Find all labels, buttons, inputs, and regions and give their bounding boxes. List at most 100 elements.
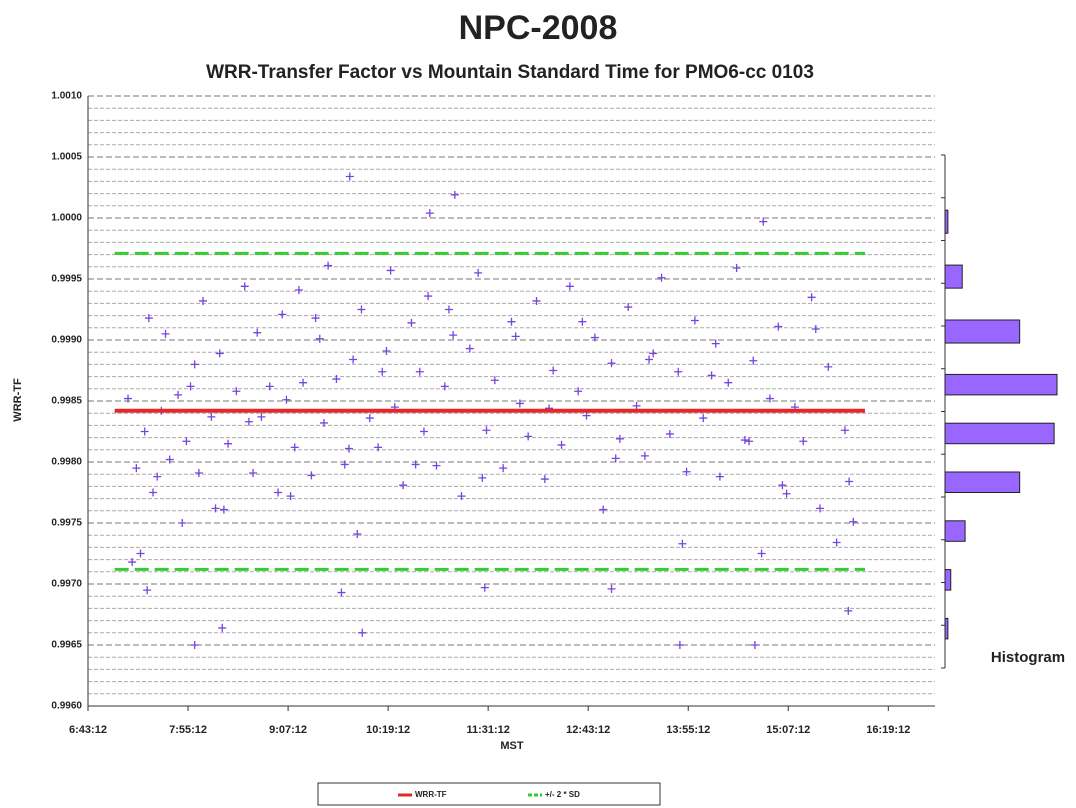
point <box>740 436 749 445</box>
point <box>311 314 320 323</box>
point <box>307 471 316 480</box>
y-tick-label: 1.0005 <box>51 152 82 163</box>
point <box>440 382 449 391</box>
point <box>678 539 687 548</box>
point <box>182 437 191 446</box>
point <box>578 317 587 326</box>
point <box>358 628 367 637</box>
point <box>557 440 566 449</box>
point <box>290 443 299 452</box>
point <box>194 468 203 477</box>
point <box>665 429 674 438</box>
point <box>599 505 608 514</box>
point <box>274 488 283 497</box>
histogram-bar <box>944 209 949 234</box>
point <box>540 475 549 484</box>
point <box>232 387 241 396</box>
point <box>845 477 854 486</box>
point <box>324 261 333 270</box>
x-tick-label: 12:43:12 <box>566 724 610 736</box>
point <box>215 349 224 358</box>
point <box>649 349 658 358</box>
y-axis-label: WRR-TF <box>12 378 24 422</box>
point <box>607 584 616 593</box>
point <box>161 329 170 338</box>
point <box>190 360 199 369</box>
point <box>337 588 346 597</box>
point <box>140 427 149 436</box>
point <box>224 439 233 448</box>
point <box>144 314 153 323</box>
point <box>265 382 274 391</box>
point <box>765 394 774 403</box>
point <box>824 362 833 371</box>
point <box>349 355 358 364</box>
point <box>299 378 308 387</box>
point <box>174 390 183 399</box>
point <box>357 305 366 314</box>
point <box>211 504 220 513</box>
point <box>386 266 395 275</box>
point <box>474 268 483 277</box>
point <box>294 285 303 294</box>
x-tick-label: 13:55:12 <box>666 724 710 736</box>
y-tick-label: 1.0010 <box>51 91 82 102</box>
point <box>750 641 759 649</box>
point <box>278 310 287 319</box>
point <box>253 328 262 337</box>
x-axis-label: MST <box>500 740 524 752</box>
point <box>344 444 353 453</box>
point <box>707 371 716 380</box>
point <box>218 623 227 632</box>
point <box>674 367 683 376</box>
point <box>399 481 408 490</box>
y-tick-label: 0.9980 <box>51 457 82 468</box>
point <box>419 427 428 436</box>
point <box>524 432 533 441</box>
point <box>425 209 434 218</box>
point <box>675 641 684 649</box>
x-tick-label: 9:07:12 <box>269 724 307 736</box>
chart-title: NPC-2008 <box>459 9 618 47</box>
histogram-bar <box>944 520 966 542</box>
point <box>332 375 341 384</box>
point <box>153 472 162 481</box>
point <box>136 549 145 558</box>
point <box>682 467 691 476</box>
point <box>590 333 599 342</box>
point <box>207 412 216 421</box>
point <box>257 412 266 421</box>
x-tick-label: 6:43:12 <box>69 724 107 736</box>
point <box>745 437 754 446</box>
point <box>457 492 466 501</box>
x-tick-label: 15:07:12 <box>766 724 810 736</box>
point <box>124 394 133 403</box>
point <box>657 273 666 282</box>
point <box>365 414 374 423</box>
point <box>345 172 354 181</box>
point <box>319 418 328 427</box>
point <box>128 558 137 567</box>
y-tick-label: 0.9985 <box>51 396 82 407</box>
point <box>532 296 541 305</box>
point <box>353 529 362 538</box>
y-tick-label: 0.9970 <box>51 579 82 590</box>
point <box>582 411 591 420</box>
point <box>615 434 624 443</box>
histogram-bar <box>944 319 1021 344</box>
point <box>607 359 616 368</box>
x-tick-label: 11:31:12 <box>466 724 509 736</box>
x-tick-label: 7:55:12 <box>169 724 207 736</box>
point <box>840 426 849 435</box>
legend-label: +/- 2 * SD <box>545 790 580 799</box>
point <box>340 460 349 469</box>
point <box>832 538 841 547</box>
histogram-bar <box>944 264 963 289</box>
point <box>450 190 459 199</box>
histogram-bar <box>944 569 952 591</box>
point <box>774 322 783 331</box>
point <box>249 468 258 477</box>
histogram-bar <box>944 617 949 640</box>
point <box>715 472 724 481</box>
point <box>815 504 824 513</box>
